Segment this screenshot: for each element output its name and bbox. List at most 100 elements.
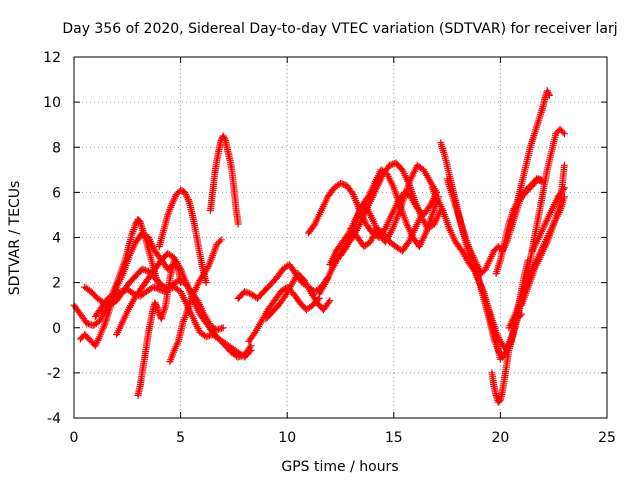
data-point xyxy=(218,148,220,151)
data-point xyxy=(173,349,175,352)
x-tick-label: 0 xyxy=(70,430,79,446)
data-point xyxy=(525,191,527,194)
data-point xyxy=(147,236,150,239)
data-point xyxy=(397,214,399,216)
data-point xyxy=(363,245,365,248)
data-point xyxy=(205,281,207,284)
data-point xyxy=(216,329,218,331)
data-point xyxy=(243,290,246,293)
data-point xyxy=(414,227,416,230)
data-point xyxy=(431,187,434,189)
data-point xyxy=(235,207,237,209)
data-point xyxy=(557,196,559,198)
data-point xyxy=(314,290,316,293)
data-point xyxy=(365,223,367,225)
data-point xyxy=(542,191,544,194)
data-point xyxy=(147,277,150,279)
data-point xyxy=(365,205,367,207)
data-point xyxy=(320,209,323,212)
data-point xyxy=(175,193,178,196)
data-point xyxy=(444,155,446,158)
data-point xyxy=(128,306,131,309)
data-point xyxy=(493,385,495,388)
data-point xyxy=(495,272,497,275)
data-point xyxy=(527,286,529,288)
data-point xyxy=(499,358,502,361)
data-point xyxy=(339,182,342,185)
data-point xyxy=(115,299,118,302)
data-point xyxy=(216,160,218,162)
data-point xyxy=(484,268,487,270)
data-point xyxy=(96,297,99,300)
data-point xyxy=(529,187,531,189)
data-point xyxy=(386,173,389,176)
data-point xyxy=(196,299,199,302)
data-point xyxy=(331,268,333,270)
data-point xyxy=(503,376,506,379)
data-point xyxy=(147,270,150,273)
data-point xyxy=(299,302,301,304)
data-point xyxy=(154,277,156,279)
data-point xyxy=(184,191,186,194)
data-point xyxy=(237,297,239,300)
data-point xyxy=(160,259,163,261)
data-point xyxy=(384,227,387,230)
data-point xyxy=(186,284,188,286)
data-point xyxy=(491,372,493,374)
data-point xyxy=(497,401,500,404)
data-point xyxy=(388,164,391,167)
data-point xyxy=(544,96,546,99)
data-point xyxy=(508,327,510,329)
data-point xyxy=(373,182,376,185)
data-point xyxy=(382,232,384,234)
data-point xyxy=(275,277,278,279)
data-point xyxy=(538,119,540,121)
data-point xyxy=(329,263,331,266)
data-point xyxy=(501,390,504,392)
data-point xyxy=(512,209,514,212)
data-point xyxy=(158,245,161,248)
y-tick-label: 10 xyxy=(43,95,61,111)
data-point xyxy=(141,372,143,374)
data-point xyxy=(563,132,566,135)
data-point xyxy=(145,345,148,347)
data-point xyxy=(454,241,457,243)
data-point xyxy=(335,250,338,252)
data-point xyxy=(488,259,491,261)
data-point xyxy=(147,331,150,334)
data-point xyxy=(145,290,148,293)
data-point xyxy=(207,266,210,268)
data-point xyxy=(79,313,82,316)
data-point xyxy=(388,241,391,243)
data-point xyxy=(115,286,118,288)
data-point xyxy=(226,148,229,151)
data-point xyxy=(305,308,308,311)
data-point xyxy=(141,232,143,234)
data-point xyxy=(422,169,425,171)
y-tick-label: 4 xyxy=(52,231,61,247)
data-point xyxy=(544,223,546,225)
data-point xyxy=(546,241,549,243)
data-point xyxy=(290,284,293,286)
data-point xyxy=(559,128,561,130)
data-point xyxy=(559,205,561,207)
data-point xyxy=(250,345,252,347)
data-point xyxy=(446,178,448,180)
data-point xyxy=(179,281,182,284)
data-point xyxy=(395,162,397,164)
data-point xyxy=(546,90,549,92)
data-point xyxy=(497,245,500,248)
data-point xyxy=(269,284,271,286)
data-point xyxy=(375,227,378,230)
data-point xyxy=(277,304,280,307)
data-point xyxy=(329,299,331,302)
data-point xyxy=(542,105,544,108)
data-point xyxy=(454,205,457,207)
data-series-track-9 xyxy=(206,132,242,228)
data-point xyxy=(493,250,495,252)
data-series-track-8 xyxy=(155,186,210,287)
data-point xyxy=(546,169,549,171)
data-point xyxy=(237,351,239,354)
data-point xyxy=(79,338,82,340)
data-point xyxy=(128,281,131,284)
